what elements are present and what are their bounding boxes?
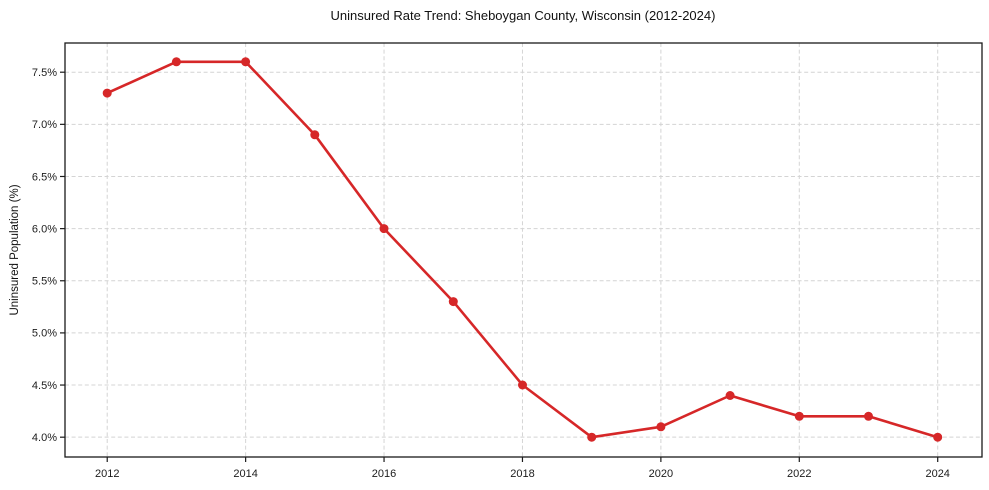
y-tick-label: 5.5% [32, 276, 57, 288]
data-point [448, 297, 458, 307]
data-point [794, 411, 804, 421]
x-tick-label: 2024 [925, 468, 949, 480]
data-point [241, 57, 251, 67]
y-tick-label: 7.0% [32, 119, 57, 131]
trend-series [102, 57, 943, 442]
x-tick-label: 2016 [372, 468, 396, 480]
data-point [864, 411, 873, 421]
y-tick-label: 5.0% [32, 328, 57, 340]
x-tick-label: 2018 [510, 468, 534, 480]
data-point [725, 391, 735, 400]
plot-border [64, 42, 983, 458]
data-point [518, 380, 527, 390]
x-tick-label: 2014 [233, 468, 257, 480]
x-tick-label: 2022 [787, 468, 811, 480]
data-point [171, 57, 181, 67]
data-point [933, 432, 943, 442]
y-tick-label: 6.5% [32, 171, 57, 183]
axes: 4.0% 4.5% 5.0% 5.5% 6.0% 6.5% 7.0% 7.5% 2012 2014… [32, 67, 950, 480]
y-tick-label: 7.5% [32, 67, 57, 79]
data-point [102, 88, 112, 98]
x-tick-label: 2012 [95, 468, 119, 480]
x-tick-label: 2020 [649, 468, 673, 480]
y-tick-label: 6.0% [32, 223, 57, 235]
gridlines [65, 43, 982, 457]
chart-title: Uninsured Rate Trend: Sheboygan County, … [331, 8, 716, 23]
data-point [656, 422, 666, 432]
y-tick-label: 4.5% [32, 380, 57, 392]
y-tick-label: 4.0% [32, 432, 57, 444]
data-point [310, 130, 320, 140]
y-axis-label: Uninsured Population (%) [9, 184, 21, 315]
data-point [379, 224, 389, 234]
data-point [587, 432, 597, 442]
